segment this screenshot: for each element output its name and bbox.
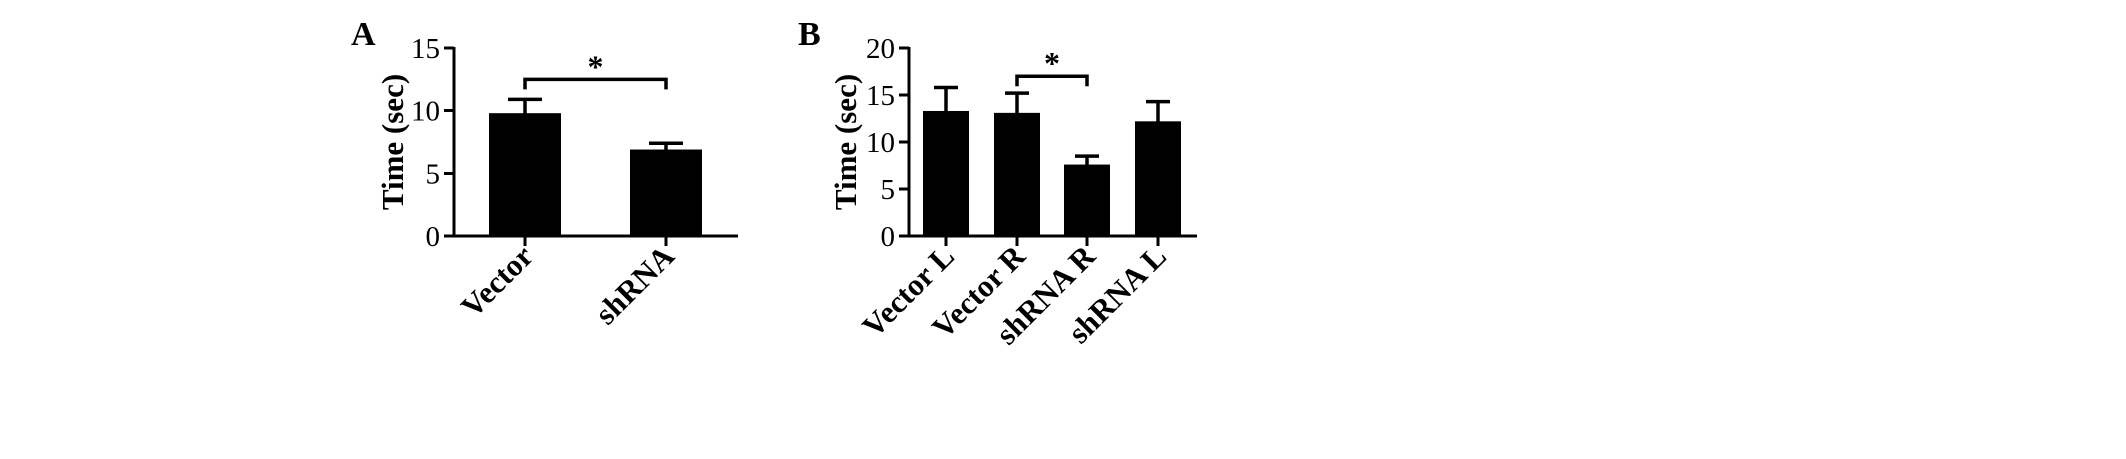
significance-marker: * xyxy=(1044,45,1060,81)
y-axis-title: Time (sec) xyxy=(828,74,863,210)
y-tick-label: 10 xyxy=(866,127,895,159)
bar xyxy=(923,110,969,236)
y-tick-label: 5 xyxy=(426,158,441,190)
y-tick-label: 10 xyxy=(411,96,440,128)
significance-bracket xyxy=(523,77,668,90)
bar xyxy=(1064,164,1110,236)
x-category-label: shRNA xyxy=(588,238,681,331)
significance-bracket xyxy=(1015,74,1089,87)
y-tick-label: 0 xyxy=(426,221,441,253)
bar xyxy=(994,112,1040,236)
y-tick-label: 15 xyxy=(866,80,895,112)
y-tick-label: 0 xyxy=(881,221,896,253)
y-tick-label: 20 xyxy=(866,33,895,65)
bar xyxy=(630,149,702,236)
y-tick-label: 5 xyxy=(881,174,896,206)
bar xyxy=(1135,121,1181,236)
y-axis-title: Time (sec) xyxy=(375,74,410,210)
significance-marker: * xyxy=(588,48,604,84)
panel-label: B xyxy=(798,16,821,53)
y-tick-label: 15 xyxy=(411,33,440,65)
x-category-label: Vector xyxy=(454,238,540,324)
bar xyxy=(489,113,561,236)
panel-label: A xyxy=(351,16,376,53)
